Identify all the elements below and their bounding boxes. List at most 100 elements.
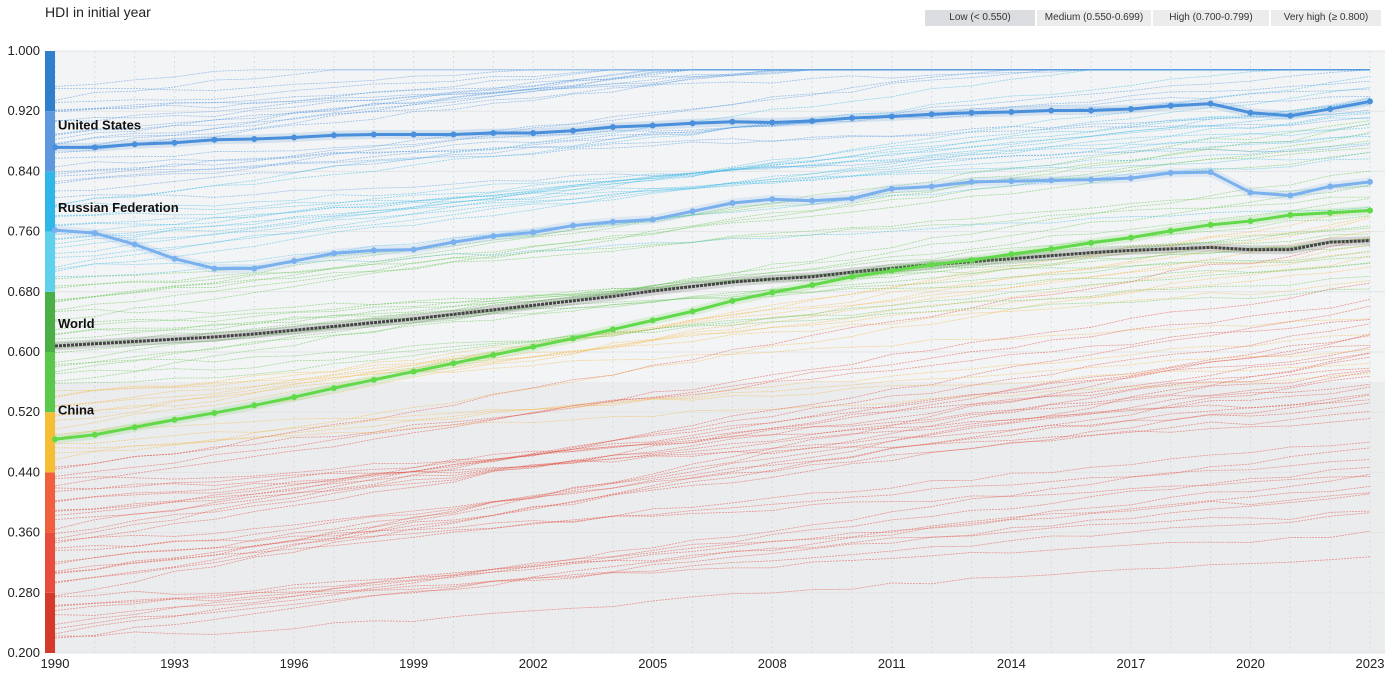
country-line <box>54 335 1371 544</box>
country-line <box>54 69 1370 111</box>
country-line <box>54 334 1371 454</box>
point-china <box>570 335 577 342</box>
point-united-states <box>928 111 935 118</box>
country-line <box>54 510 1371 598</box>
point-china <box>928 261 935 268</box>
x-tick-label: 2008 <box>758 656 787 671</box>
country-line <box>54 170 1371 382</box>
series-line-united-states <box>55 99 1371 149</box>
point-united-states <box>291 134 298 141</box>
country-line <box>54 418 1371 492</box>
point-russian-federation <box>1167 169 1174 176</box>
point-china <box>131 424 138 431</box>
point-russian-federation <box>251 265 258 272</box>
point-united-states <box>848 114 855 121</box>
country-line <box>54 244 1371 398</box>
country-line <box>54 411 1371 542</box>
country-line <box>54 299 1371 477</box>
point-russian-federation <box>131 241 138 248</box>
x-tick-label: 2005 <box>638 656 667 671</box>
country-line <box>54 530 1371 606</box>
point-united-states <box>91 144 98 151</box>
point-china <box>291 394 298 401</box>
point-united-states <box>1327 105 1334 112</box>
x-tick-label: 2017 <box>1116 656 1145 671</box>
country-line <box>54 123 1371 321</box>
y-tick-label: 0.840 <box>7 163 40 178</box>
series-label-russian-federation: Russian Federation <box>58 200 179 215</box>
y-tick-label: 0.440 <box>7 464 40 479</box>
country-line <box>54 69 1370 206</box>
point-united-states <box>52 144 58 151</box>
point-china <box>251 402 258 409</box>
country-line <box>54 132 1371 289</box>
point-russian-federation <box>1048 177 1055 184</box>
country-line <box>54 96 1371 159</box>
legend: Low (< 0.550) Medium (0.550-0.699) High … <box>925 10 1383 26</box>
country-line <box>54 184 1371 373</box>
point-russian-federation <box>211 265 218 272</box>
point-united-states <box>490 130 497 137</box>
point-russian-federation <box>1127 175 1134 182</box>
country-line <box>54 492 1371 607</box>
y-tick-label: 0.680 <box>7 284 40 299</box>
x-tick-label: 1990 <box>41 656 70 671</box>
point-china <box>1207 221 1214 228</box>
country-line <box>54 493 1371 630</box>
country-line <box>54 151 1371 216</box>
point-china <box>729 297 736 304</box>
axis-color-band <box>45 412 55 473</box>
point-russian-federation <box>1287 192 1294 199</box>
point-russian-federation <box>91 230 98 237</box>
point-russian-federation <box>649 216 656 223</box>
country-line <box>54 352 1371 534</box>
legend-high[interactable]: High (0.700-0.799) <box>1153 10 1269 26</box>
axis-color-band <box>45 532 55 593</box>
point-russian-federation <box>1207 169 1214 176</box>
country-line <box>54 215 1371 349</box>
point-russian-federation <box>171 255 178 262</box>
country-line <box>54 333 1371 584</box>
point-united-states <box>689 120 696 127</box>
point-china <box>968 257 975 264</box>
point-russian-federation <box>689 208 696 215</box>
country-line <box>54 127 1371 217</box>
point-china <box>1247 218 1254 225</box>
point-china <box>649 317 656 324</box>
country-line <box>54 352 1371 574</box>
point-china <box>1367 207 1373 214</box>
point-china <box>91 431 98 438</box>
country-line <box>54 467 1371 625</box>
point-united-states <box>1207 100 1214 107</box>
country-line <box>54 225 1371 367</box>
point-united-states <box>729 118 736 125</box>
chart-title: HDI in initial year <box>45 4 151 20</box>
country-line <box>54 485 1371 611</box>
legend-low[interactable]: Low (< 0.550) <box>925 10 1035 26</box>
country-line <box>54 394 1371 573</box>
country-line <box>54 375 1371 583</box>
point-china <box>410 368 417 375</box>
point-russian-federation <box>1008 178 1015 185</box>
country-line <box>54 230 1371 408</box>
legend-very-high[interactable]: Very high (≥ 0.800) <box>1271 10 1381 26</box>
country-line <box>54 347 1371 512</box>
point-united-states <box>570 127 577 134</box>
point-russian-federation <box>330 250 337 257</box>
point-china <box>211 409 218 416</box>
country-line <box>54 556 1371 637</box>
point-united-states <box>530 130 537 137</box>
point-russian-federation <box>968 178 975 185</box>
country-line <box>54 282 1371 487</box>
y-tick-label: 0.360 <box>7 525 40 540</box>
point-united-states <box>888 113 895 120</box>
country-line <box>54 209 1371 421</box>
country-line <box>54 245 1371 323</box>
x-tick-label: 2020 <box>1236 656 1265 671</box>
country-line <box>54 319 1371 468</box>
country-line <box>54 69 1370 136</box>
legend-medium[interactable]: Medium (0.550-0.699) <box>1037 10 1151 26</box>
country-line <box>54 323 1371 530</box>
point-united-states <box>1048 107 1055 114</box>
point-china <box>1008 251 1015 258</box>
